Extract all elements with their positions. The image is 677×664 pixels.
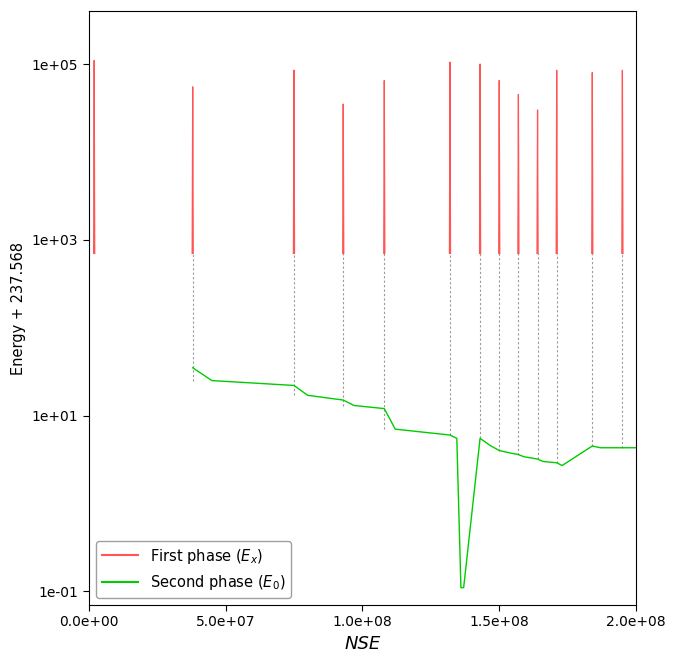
Y-axis label: Energy + 237.568: Energy + 237.568 (11, 242, 26, 374)
X-axis label: NSE: NSE (345, 635, 380, 653)
Legend: First phase ($E_x$), Second phase ($E_0$): First phase ($E_x$), Second phase ($E_0$… (96, 540, 291, 598)
